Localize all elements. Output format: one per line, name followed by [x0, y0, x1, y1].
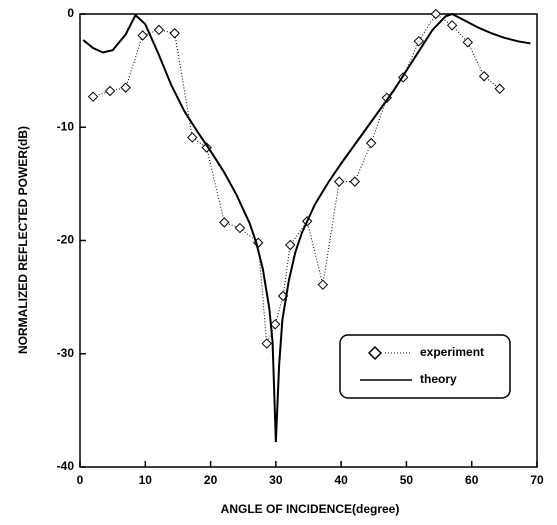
x-axis-label: ANGLE OF INCIDENCE(degree): [221, 502, 400, 516]
marker: [494, 83, 505, 94]
marker: [261, 338, 272, 349]
marker: [365, 137, 377, 149]
y-tick-label: -20: [57, 233, 75, 247]
legend-marker: [367, 345, 383, 361]
plot-frame: [79, 13, 538, 468]
y-tick-label: -30: [57, 346, 75, 360]
x-tick-label: 70: [530, 473, 544, 487]
marker: [333, 176, 345, 187]
x-tick-label: 60: [465, 473, 479, 487]
marker: [269, 319, 281, 330]
theory-line: [82, 12, 531, 443]
marker: [413, 35, 425, 47]
marker: [187, 132, 198, 143]
x-tick-label: 50: [400, 473, 414, 487]
marker: [169, 28, 180, 39]
experiment-line: [92, 13, 501, 344]
y-tick-label: -10: [57, 119, 75, 133]
x-tick-label: 40: [334, 473, 348, 487]
marker: [478, 71, 490, 82]
marker: [219, 217, 230, 228]
legend-box: [339, 334, 511, 399]
marker: [104, 85, 116, 97]
marker: [446, 20, 458, 31]
marker: [462, 37, 474, 48]
legend-label: theory: [420, 372, 457, 386]
marker: [430, 8, 442, 20]
y-tick-label: 0: [67, 6, 74, 20]
marker: [87, 91, 99, 102]
marker: [234, 222, 246, 234]
legend-label: experiment: [420, 345, 484, 359]
y-axis-label: NORMALIZED REFLECTED POWER(dB): [16, 126, 30, 354]
y-tick-label: -40: [57, 459, 75, 473]
marker: [153, 24, 165, 36]
marker: [285, 239, 296, 251]
x-tick-label: 10: [139, 473, 153, 487]
x-tick-label: 20: [204, 473, 218, 487]
x-tick-label: 30: [269, 473, 283, 487]
marker: [137, 30, 148, 41]
marker: [317, 279, 329, 290]
marker: [120, 82, 131, 93]
marker: [349, 176, 361, 187]
x-tick-label: 0: [77, 473, 84, 487]
